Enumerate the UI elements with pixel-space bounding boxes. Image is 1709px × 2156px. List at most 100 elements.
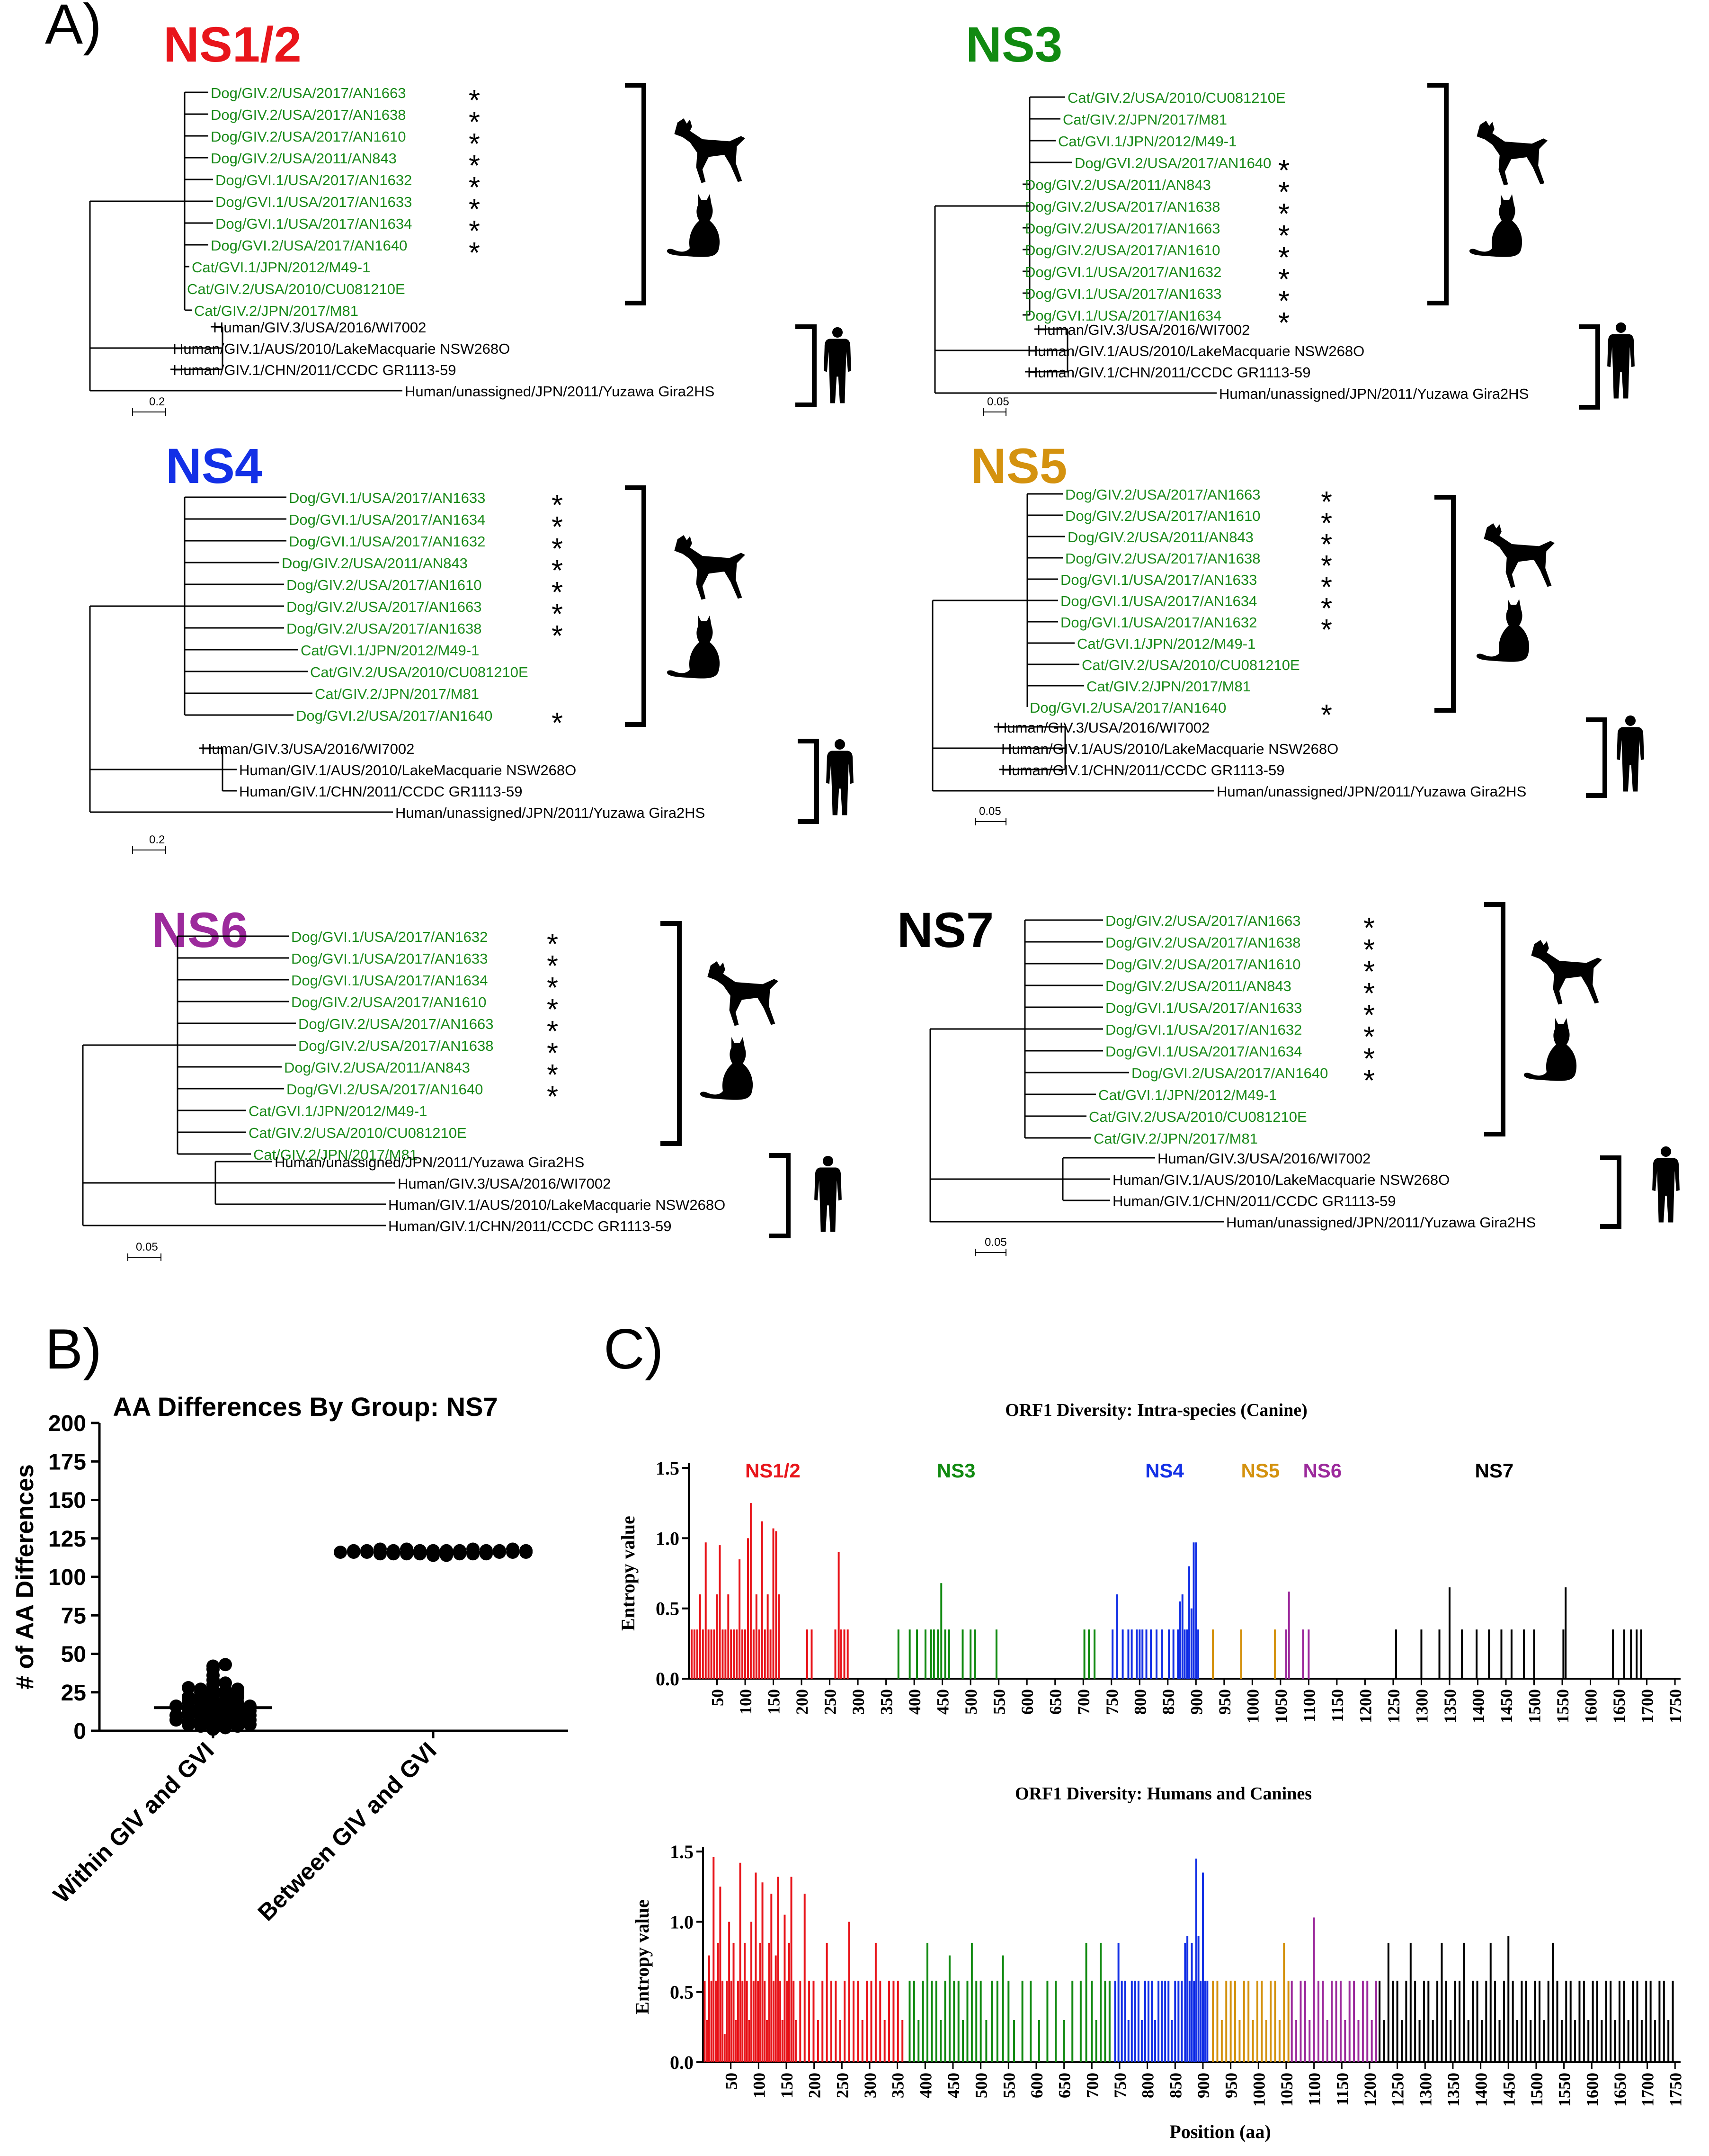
human-leaf-label: Human/GIV.1/CHN/2011/CCDC GR1113-59 <box>1027 364 1310 381</box>
canine-leaf-label: Dog/GVI.1/USA/2017/AN1633 <box>289 490 485 506</box>
dog-silhouette-icon <box>1484 523 1555 588</box>
cat-shape <box>1469 194 1522 257</box>
cat-silhouette-icon <box>1469 194 1522 257</box>
significance-star: * <box>552 620 563 653</box>
x-tick-label: 1550 <box>1555 2073 1574 2107</box>
significance-star: * <box>1321 592 1332 625</box>
x-tick-label: 1000 <box>1243 1689 1262 1723</box>
phylo-tree-ns6: NS6 Dog/GVI.1/USA/2017/AN1632 * Dog/GVI.1/U… <box>82 903 842 1261</box>
significance-star: * <box>547 1081 558 1113</box>
canine-leaf-label: Dog/GVI.1/USA/2017/AN1632 <box>291 929 488 945</box>
dog-shape <box>674 535 745 600</box>
human-bracket <box>769 1153 791 1238</box>
entropy-series-ns6 <box>1285 1592 1310 1679</box>
human-silhouette-icon <box>1607 322 1635 399</box>
region-label: NS3 <box>937 1459 976 1482</box>
human-leaf-label: Human/GIV.1/CHN/2011/CCDC GR1113-59 <box>1113 1193 1396 1209</box>
human-bracket <box>1579 324 1600 410</box>
tree-title: NS3 <box>966 17 1062 72</box>
significance-star: * <box>1363 912 1375 945</box>
canine-leaf-label: Cat/GVI.1/JPN/2012/M49-1 <box>301 642 479 659</box>
significance-star: * <box>552 489 563 522</box>
x-tick-label: 1400 <box>1469 1689 1487 1723</box>
data-point <box>480 1547 493 1561</box>
significance-star: * <box>552 555 563 587</box>
y-tick-label: 0.5 <box>670 1982 694 2003</box>
significance-star: * <box>1278 307 1290 340</box>
human-head <box>822 1155 834 1166</box>
data-point <box>360 1546 374 1559</box>
entropy-series-ns1-2 <box>703 1857 904 2062</box>
x-tick-label: 850 <box>1166 2073 1185 2098</box>
y-tick-label: 0 <box>73 1719 86 1744</box>
canine-leaf-label: Cat/GIV.2/USA/2010/CU081210E <box>249 1125 467 1141</box>
canine-leaf-label: Dog/GVI.1/USA/2017/AN1634 <box>1105 1043 1302 1060</box>
canine-leaf-label: Cat/GIV.2/USA/2010/CU081210E <box>1089 1109 1307 1125</box>
entropy-series-ns3 <box>908 1942 1111 2062</box>
x-tick-label: 250 <box>833 2073 852 2098</box>
human-leaf-label: Human/GIV.1/AUS/2010/LakeMacquarie NSW26… <box>388 1197 725 1213</box>
significance-star: * <box>552 707 563 740</box>
x-tick-label: 1100 <box>1300 1689 1318 1722</box>
canine-leaf-label: Cat/GIV.2/JPN/2017/M81 <box>1094 1130 1258 1147</box>
human-silhouette-icon <box>826 739 854 815</box>
scale-bar-label: 0.05 <box>987 395 1009 408</box>
y-tick-label: 1.0 <box>670 1911 694 1932</box>
significance-star: * <box>469 237 480 269</box>
data-point <box>206 1659 220 1673</box>
scale-bar-label: 0.05 <box>985 1236 1007 1249</box>
human-silhouette-icon <box>1617 715 1644 792</box>
panel-label-b: B) <box>45 1317 102 1381</box>
x-tick-label: 1300 <box>1416 2073 1435 2107</box>
y-tick-label: 0.5 <box>656 1598 679 1619</box>
x-tick-label: 750 <box>1111 2073 1130 2098</box>
cat-silhouette-icon <box>700 1037 753 1100</box>
significance-star: * <box>1278 176 1290 209</box>
phylo-tree-ns1-2: NS1/2 Dog/GIV.2/USA/2017/AN1663 * Dog/GIV.2… <box>89 17 851 416</box>
data-point <box>219 1676 232 1690</box>
canine-leaf-label: Dog/GIV.2/USA/2017/AN1663 <box>1105 912 1300 929</box>
data-point <box>182 1690 195 1704</box>
human-silhouette-icon <box>814 1155 842 1232</box>
significance-star: * <box>1278 154 1290 187</box>
x-tick-label: 1050 <box>1272 1689 1291 1723</box>
data-point <box>466 1547 480 1561</box>
x-tick-label: 250 <box>821 1689 840 1715</box>
significance-star: * <box>469 128 480 161</box>
canine-leaf-label: Dog/GVI.1/USA/2017/AN1633 <box>215 194 412 210</box>
canine-leaf-label: Dog/GIV.2/USA/2017/AN1610 <box>286 577 481 593</box>
data-point <box>334 1546 347 1559</box>
tree-title: NS6 <box>151 903 248 958</box>
significance-star: * <box>1321 699 1332 732</box>
category-label: Between GIV and GVI <box>253 1737 442 1926</box>
significance-star: * <box>1321 528 1332 561</box>
canine-leaf-label: Dog/GIV.2/USA/2011/AN843 <box>284 1059 470 1076</box>
significance-star: * <box>469 84 480 117</box>
human-leaf-label: Human/GIV.1/CHN/2011/CCDC GR1113-59 <box>173 362 456 378</box>
significance-star: * <box>1363 956 1375 988</box>
canine-leaf-label: Dog/GVI.1/USA/2017/AN1634 <box>291 972 488 989</box>
significance-star: * <box>552 576 563 609</box>
canine-leaf-label: Dog/GIV.2/USA/2017/AN1610 <box>1105 956 1300 973</box>
dog-shape <box>1477 121 1548 186</box>
y-tick-label: 150 <box>48 1488 86 1513</box>
data-point <box>519 1546 533 1559</box>
human-leaf-label: Human/unassigned/JPN/2011/Yuzawa Gira2HS <box>395 805 705 821</box>
x-tick-label: 1450 <box>1497 1689 1516 1723</box>
x-tick-label: 350 <box>889 2073 908 2098</box>
x-tick-label: 1150 <box>1333 2073 1352 2106</box>
cat-silhouette-icon <box>1476 599 1530 662</box>
x-tick-label: 1600 <box>1583 2073 1602 2107</box>
significance-star: * <box>469 106 480 139</box>
x-tick-label: 200 <box>792 1689 811 1715</box>
x-tick-label: 650 <box>1046 1689 1065 1715</box>
y-axis-label: Entropy value <box>632 1899 653 2014</box>
canine-leaf-label: Cat/GVI.1/JPN/2012/M49-1 <box>249 1103 427 1119</box>
significance-star: * <box>1321 614 1332 646</box>
x-tick-label: 1450 <box>1499 2073 1518 2107</box>
canine-leaf-label: Dog/GIV.2/USA/2011/AN843 <box>211 150 397 167</box>
human-head <box>1625 715 1636 726</box>
canine-leaf-label: Dog/GVI.2/USA/2017/AN1640 <box>286 1081 483 1098</box>
aa-differences-scatter: AA Differences By Group: NS7 0 25 50 75 100 12… <box>11 1392 568 1926</box>
x-tick-label: 450 <box>934 1689 952 1715</box>
